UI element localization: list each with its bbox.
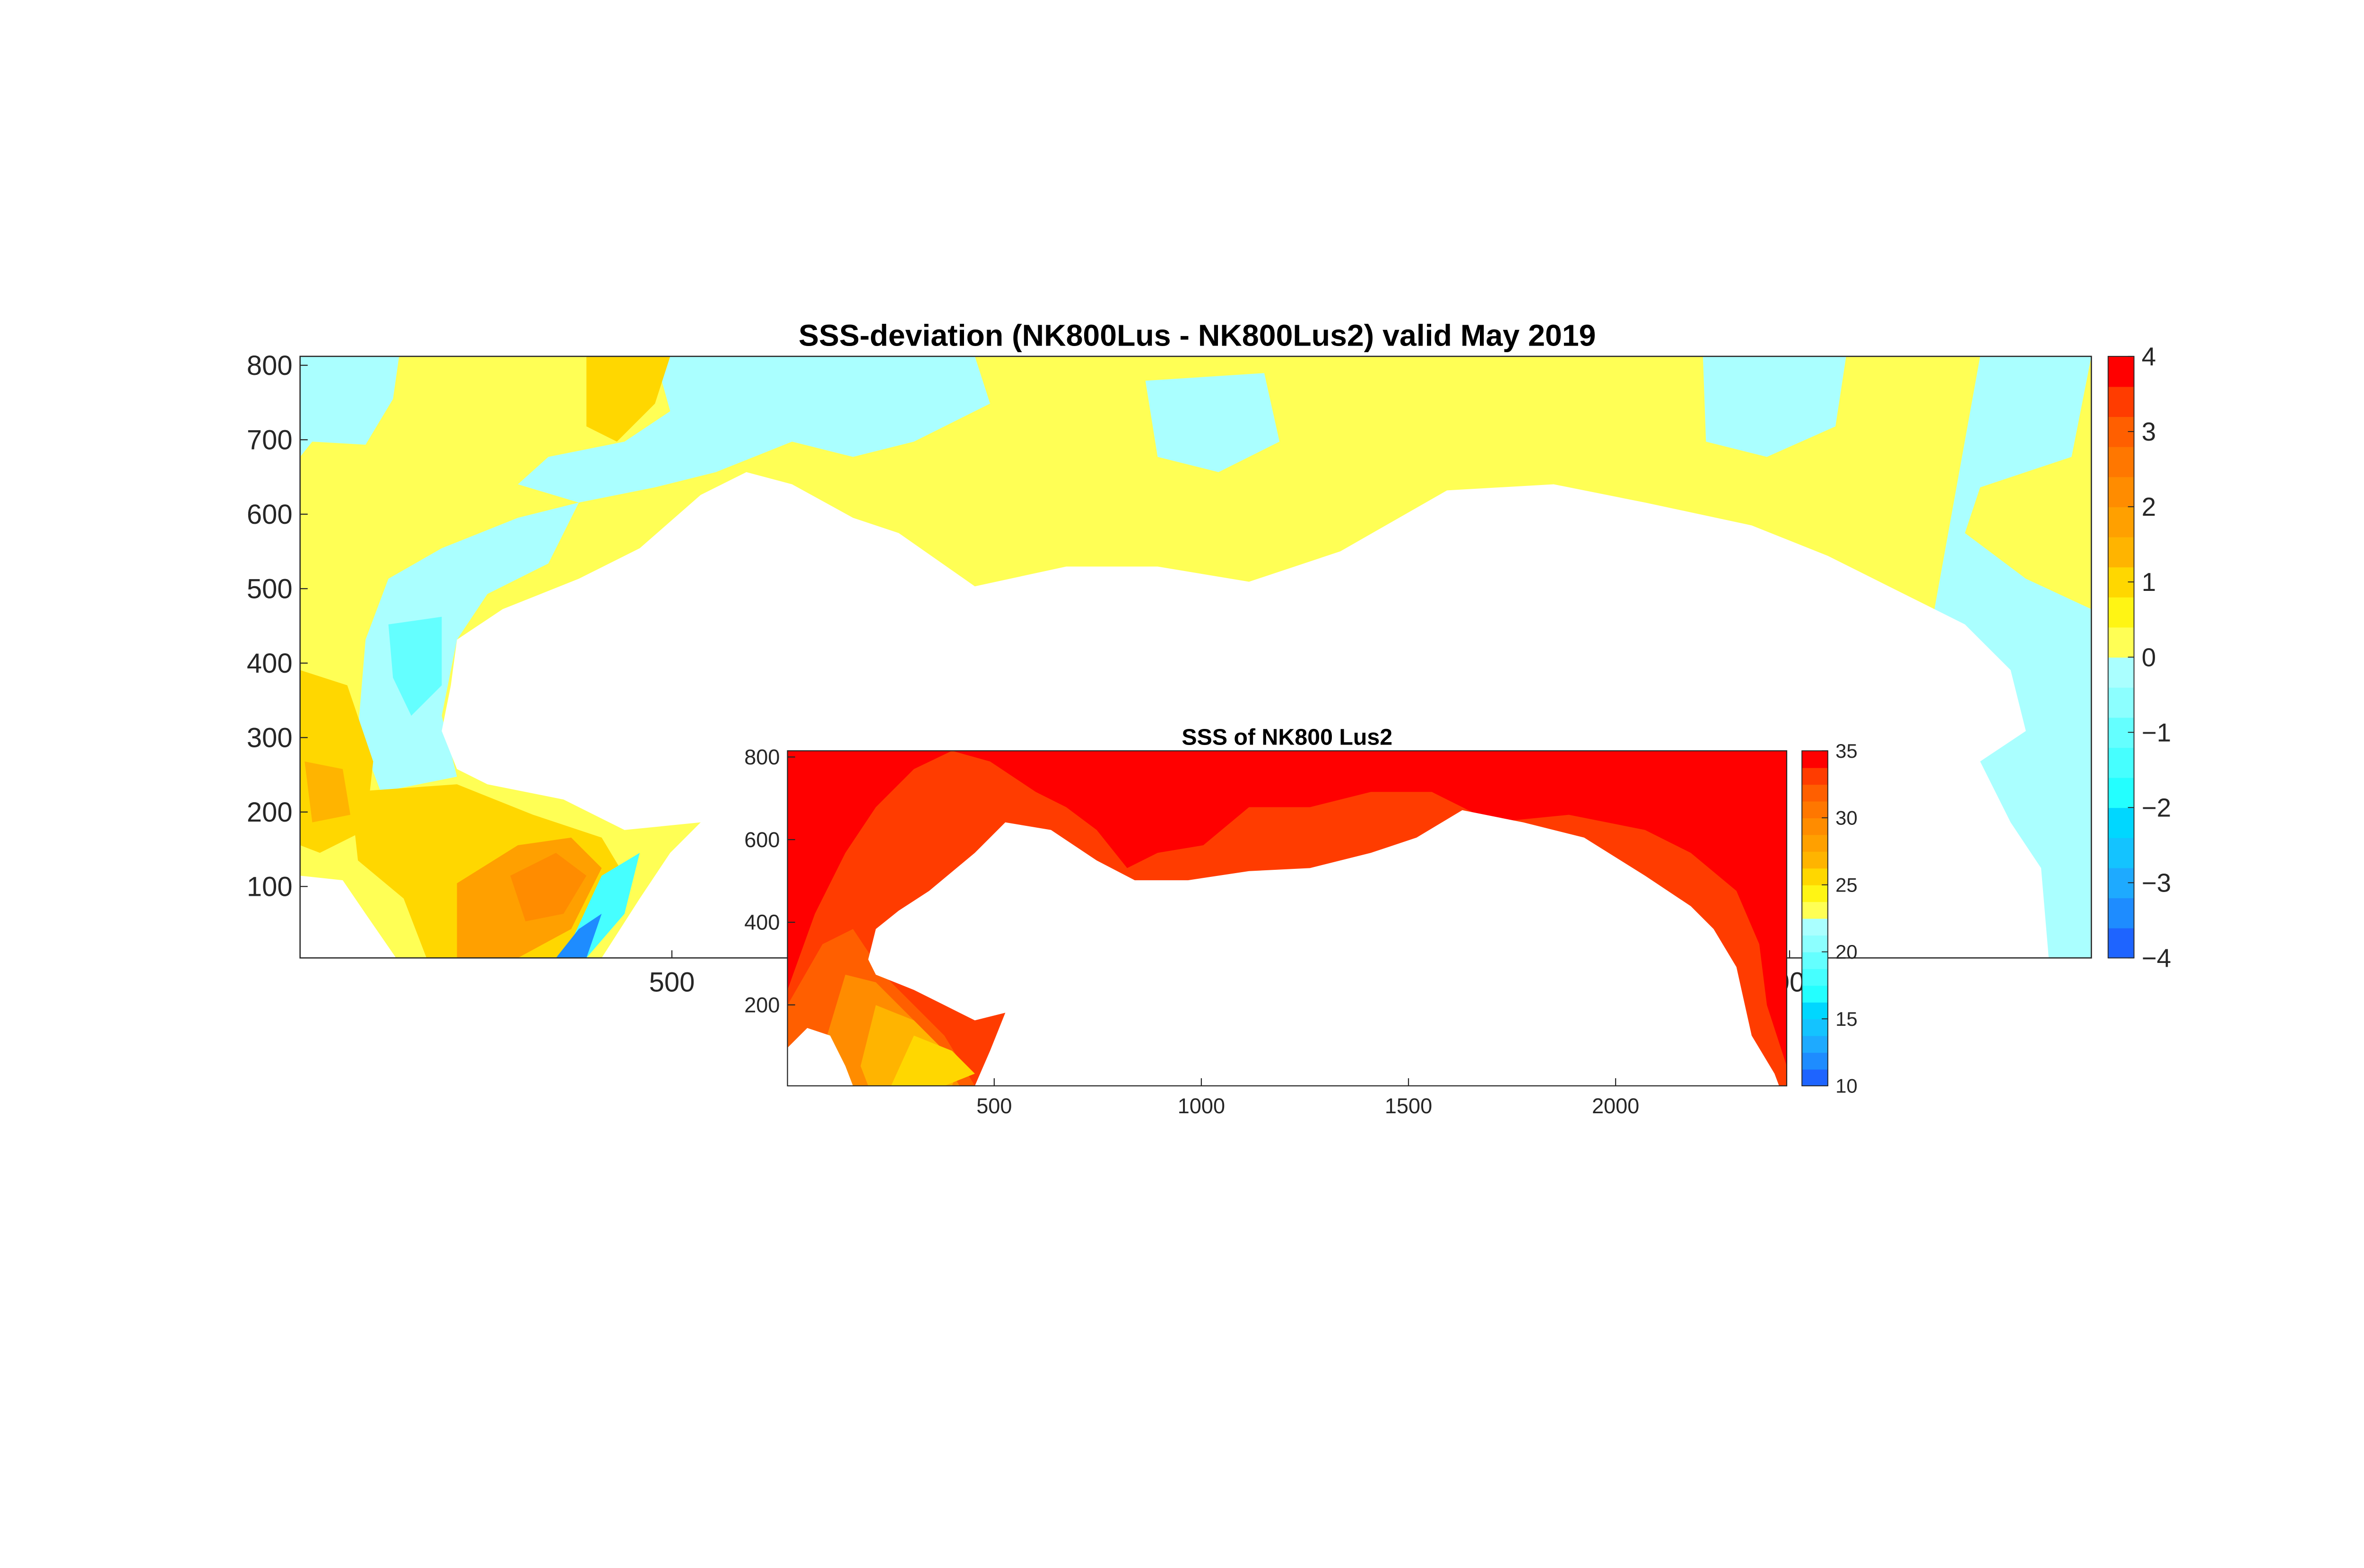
colorbar-tick-label: 4 (2142, 342, 2156, 371)
main-colorbar: −4 −3 −2 −1 0 1 2 3 4 (2107, 342, 2171, 973)
main-land (300, 875, 396, 958)
colorbar-band (1802, 868, 1828, 885)
colorbar-tick-label: −3 (2142, 868, 2171, 898)
colorbar-tick-label: 2 (2142, 492, 2156, 521)
colorbar-band (1802, 1002, 1828, 1020)
colorbar-band (2108, 507, 2134, 537)
colorbar-tick-label: −4 (2142, 944, 2171, 973)
main-negative-region (556, 913, 602, 958)
main-negative-region (1703, 356, 1846, 457)
y-tick-label: 600 (247, 500, 293, 530)
main-negative-region (1145, 373, 1280, 472)
colorbar-band (2108, 446, 2134, 477)
colorbar-band (1802, 784, 1828, 802)
y-tick-label: 100 (247, 872, 293, 902)
colorbar-band (2108, 807, 2134, 838)
colorbar-band (2108, 927, 2134, 959)
colorbar-tick-label: 15 (1835, 1008, 1858, 1030)
colorbar-band (1802, 1019, 1828, 1036)
colorbar-band (2108, 898, 2134, 928)
colorbar-band (1802, 801, 1828, 818)
colorbar-tick-label: 3 (2142, 417, 2156, 446)
inset-coastal-water (891, 1035, 975, 1086)
colorbar-band (1802, 767, 1828, 785)
colorbar-band (2108, 777, 2134, 808)
main-negative-region (518, 356, 991, 503)
colorbar-band (2108, 597, 2134, 628)
x-tick-label: 500 (649, 967, 695, 997)
colorbar-tick-label: −2 (2142, 793, 2171, 822)
inset-ticks: 500 1000 1500 2000 200 400 600 800 (744, 745, 1639, 1118)
colorbar-band (1802, 1035, 1828, 1053)
colorbar-tick-label: 1 (2142, 567, 2156, 597)
main-negative-region (300, 356, 400, 457)
y-tick-label: 400 (247, 649, 293, 679)
y-tick-label: 700 (247, 425, 293, 456)
inset-land (868, 810, 1779, 1086)
main-positive-region (586, 356, 670, 442)
colorbar-band (1802, 901, 1828, 919)
main-negative-region (388, 616, 442, 716)
inset-title: SSS of NK800 Lus2 (1182, 724, 1392, 750)
colorbar-band (2108, 476, 2134, 507)
y-tick-label: 200 (744, 993, 780, 1017)
colorbar-band (2108, 386, 2134, 417)
colorbar-tick-label: 30 (1835, 807, 1858, 829)
main-negative-region (358, 502, 579, 792)
inset-map (787, 751, 1787, 1086)
colorbar-band (2108, 837, 2134, 868)
colorbar-band (1802, 918, 1828, 936)
colorbar-band (1802, 968, 1828, 986)
main-positive-region (510, 853, 587, 922)
colorbar-band (1802, 834, 1828, 852)
colorbar-band (1802, 1069, 1828, 1086)
main-title: SSS-deviation (NK800Lus - NK800Lus2) val… (799, 318, 1596, 352)
main-positive-region (304, 761, 350, 823)
colorbar-band (1802, 884, 1828, 902)
colorbar-tick-label: 10 (1835, 1075, 1858, 1097)
inset-axes-frame (787, 750, 1788, 1087)
colorbar-band (2108, 747, 2134, 778)
y-tick-label: 400 (744, 910, 780, 935)
x-tick-label: 1000 (1178, 1094, 1225, 1118)
colorbar-frame (1801, 750, 1828, 1086)
colorbar-band (1802, 818, 1828, 835)
figure: SSS-deviation (NK800Lus - NK800Lus2) val… (247, 318, 2171, 1118)
x-tick-label: 1500 (1385, 1094, 1432, 1118)
x-tick-label: 500 (976, 1094, 1012, 1118)
colorbar-band (1802, 935, 1828, 953)
colorbar-band (1802, 985, 1828, 1003)
y-tick-label: 500 (247, 574, 293, 605)
colorbar-band (2108, 687, 2134, 718)
colorbar-tick-label: 35 (1835, 740, 1858, 762)
colorbar-band (1802, 952, 1828, 969)
inset-land (787, 1028, 853, 1086)
colorbar-tick-label: 25 (1835, 874, 1858, 896)
colorbar-band (2108, 657, 2134, 688)
colorbar-band (2108, 537, 2134, 568)
y-tick-label: 300 (247, 723, 293, 754)
x-tick-label: 2000 (1592, 1094, 1639, 1118)
colorbar-band (1802, 851, 1828, 869)
y-tick-label: 800 (744, 745, 780, 769)
inset-colorbar: 10 15 20 25 30 35 (1801, 740, 1858, 1097)
colorbar-band (1802, 751, 1828, 768)
colorbar-tick-label: 0 (2142, 642, 2156, 672)
colorbar-band (1802, 1052, 1828, 1070)
colorbar-tick-label: 20 (1835, 941, 1858, 963)
y-tick-label: 200 (247, 797, 293, 828)
colorbar-band (2108, 356, 2134, 387)
colorbar-tick-label: −1 (2142, 718, 2171, 747)
inset-axes: SSS of NK800 Lus2 500 1000 1500 2000 200 400 6… (744, 724, 1788, 1118)
y-tick-label: 600 (744, 828, 780, 852)
colorbar-band (2108, 627, 2134, 658)
y-tick-label: 800 (247, 351, 293, 381)
